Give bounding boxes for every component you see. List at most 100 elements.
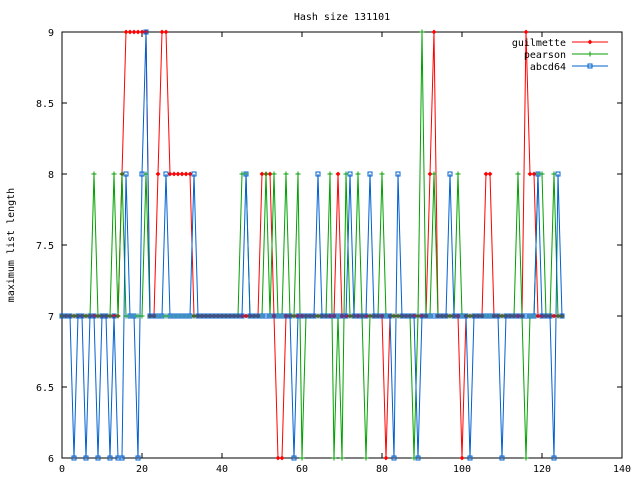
data-point bbox=[91, 313, 97, 319]
data-point bbox=[379, 171, 385, 177]
data-point bbox=[187, 313, 193, 319]
data-point bbox=[535, 171, 541, 177]
data-point bbox=[523, 29, 529, 35]
legend-marker-abcd64 bbox=[587, 63, 593, 69]
legend-marker-pearson bbox=[587, 51, 593, 57]
x-tick-label: 20 bbox=[136, 464, 148, 475]
data-point bbox=[179, 171, 185, 177]
data-point bbox=[135, 29, 141, 35]
data-point bbox=[259, 171, 265, 177]
series-line-abcd64 bbox=[62, 31, 563, 459]
data-point bbox=[419, 29, 425, 35]
y-tick-label: 6.5 bbox=[36, 383, 54, 394]
data-point bbox=[107, 455, 113, 461]
series-abcd64 bbox=[59, 29, 565, 461]
data-point bbox=[143, 29, 149, 35]
data-point bbox=[455, 171, 461, 177]
data-point bbox=[131, 313, 137, 319]
x-tick-label: 40 bbox=[216, 464, 228, 475]
data-point bbox=[183, 171, 189, 177]
y-tick-label: 7 bbox=[48, 312, 54, 323]
data-point bbox=[163, 29, 169, 35]
data-point bbox=[71, 455, 77, 461]
data-point bbox=[159, 313, 165, 319]
data-point bbox=[383, 455, 389, 461]
data-point bbox=[103, 313, 109, 319]
data-point bbox=[447, 171, 453, 177]
data-point bbox=[347, 171, 353, 177]
data-point bbox=[279, 455, 285, 461]
data-point bbox=[139, 171, 145, 177]
y-axis-label: maximum list length bbox=[6, 188, 17, 302]
legend-label-pearson: pearson bbox=[524, 50, 566, 61]
data-point bbox=[443, 313, 449, 319]
series-guilmette bbox=[59, 29, 565, 461]
data-point bbox=[363, 455, 369, 461]
data-point bbox=[95, 455, 101, 461]
data-point bbox=[535, 313, 541, 319]
data-point bbox=[267, 171, 273, 177]
data-point bbox=[391, 455, 397, 461]
chart-title: Hash size 131101 bbox=[294, 12, 390, 23]
data-point bbox=[123, 171, 129, 177]
data-point bbox=[363, 313, 369, 319]
data-point bbox=[135, 455, 141, 461]
series-pearson bbox=[59, 29, 565, 461]
data-point bbox=[311, 313, 317, 319]
data-point bbox=[91, 171, 97, 177]
data-point bbox=[547, 313, 553, 319]
data-point bbox=[327, 171, 333, 177]
data-point bbox=[523, 455, 529, 461]
y-tick-label: 8.5 bbox=[36, 99, 54, 110]
data-point bbox=[431, 171, 437, 177]
data-point bbox=[187, 171, 193, 177]
data-point bbox=[287, 313, 293, 319]
data-point bbox=[343, 313, 349, 319]
data-point bbox=[239, 313, 245, 319]
data-point bbox=[367, 171, 373, 177]
data-point bbox=[487, 171, 493, 177]
data-point bbox=[495, 313, 501, 319]
x-tick-label: 120 bbox=[533, 464, 551, 475]
data-point bbox=[531, 171, 537, 177]
data-point bbox=[119, 455, 125, 461]
data-point bbox=[411, 313, 417, 319]
data-point bbox=[139, 29, 145, 35]
x-tick-label: 140 bbox=[613, 464, 631, 475]
data-point bbox=[263, 171, 269, 177]
data-point bbox=[155, 171, 161, 177]
data-point bbox=[243, 313, 249, 319]
data-point bbox=[415, 455, 421, 461]
data-point bbox=[291, 455, 297, 461]
plot-frame bbox=[61, 31, 623, 459]
y-tick-label: 8 bbox=[48, 170, 54, 181]
data-point bbox=[515, 171, 521, 177]
legend-label-abcd64: abcd64 bbox=[530, 62, 566, 73]
data-point bbox=[167, 171, 173, 177]
data-point bbox=[431, 29, 437, 35]
data-point bbox=[551, 455, 557, 461]
data-point bbox=[175, 171, 181, 177]
data-point bbox=[339, 455, 345, 461]
x-tick-label: 0 bbox=[59, 464, 65, 475]
data-point bbox=[395, 171, 401, 177]
data-point bbox=[123, 29, 129, 35]
data-point bbox=[459, 455, 465, 461]
data-point bbox=[467, 455, 473, 461]
series-line-pearson bbox=[62, 31, 562, 459]
data-point bbox=[83, 455, 89, 461]
data-point bbox=[531, 313, 537, 319]
x-tick-label: 60 bbox=[296, 464, 308, 475]
x-tick-label: 100 bbox=[453, 464, 471, 475]
data-point bbox=[527, 171, 533, 177]
y-tick-label: 6 bbox=[48, 454, 54, 465]
data-point bbox=[331, 455, 337, 461]
data-point bbox=[427, 171, 433, 177]
data-point bbox=[499, 455, 505, 461]
data-point bbox=[243, 171, 249, 177]
series-line-guilmette bbox=[62, 31, 562, 459]
data-point bbox=[463, 313, 469, 319]
data-point bbox=[483, 171, 489, 177]
